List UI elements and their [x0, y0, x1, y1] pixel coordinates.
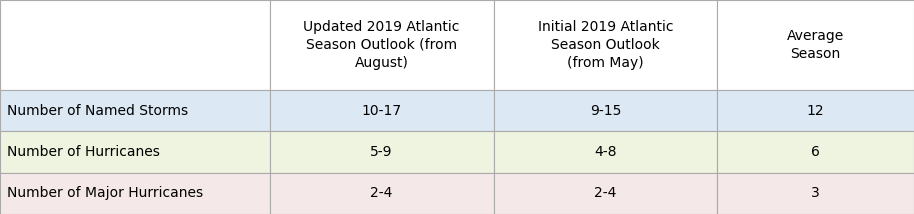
Text: Number of Major Hurricanes: Number of Major Hurricanes	[7, 186, 204, 200]
Bar	[717, 131, 914, 173]
Bar	[270, 0, 494, 90]
Text: 12: 12	[807, 104, 824, 117]
Text: 6: 6	[812, 145, 820, 159]
Bar	[717, 173, 914, 214]
Text: 2-4: 2-4	[594, 186, 617, 200]
Bar	[270, 173, 494, 214]
Bar	[0, 90, 270, 131]
Bar	[494, 173, 717, 214]
Bar	[270, 131, 494, 173]
Text: Average
Season: Average Season	[787, 29, 845, 61]
Bar	[270, 90, 494, 131]
Text: 9-15: 9-15	[590, 104, 622, 117]
Bar	[0, 0, 270, 90]
Bar	[717, 90, 914, 131]
Bar	[0, 173, 270, 214]
Text: 10-17: 10-17	[362, 104, 401, 117]
Text: 2-4: 2-4	[370, 186, 393, 200]
Bar	[717, 0, 914, 90]
Text: 5-9: 5-9	[370, 145, 393, 159]
Bar	[494, 131, 717, 173]
Text: Initial 2019 Atlantic
Season Outlook
(from May): Initial 2019 Atlantic Season Outlook (fr…	[537, 19, 674, 70]
Bar	[494, 90, 717, 131]
Bar	[494, 0, 717, 90]
Bar	[0, 131, 270, 173]
Text: Number of Named Storms: Number of Named Storms	[7, 104, 188, 117]
Text: 3: 3	[812, 186, 820, 200]
Text: 4-8: 4-8	[594, 145, 617, 159]
Text: Number of Hurricanes: Number of Hurricanes	[7, 145, 160, 159]
Text: Updated 2019 Atlantic
Season Outlook (from
August): Updated 2019 Atlantic Season Outlook (fr…	[303, 19, 460, 70]
